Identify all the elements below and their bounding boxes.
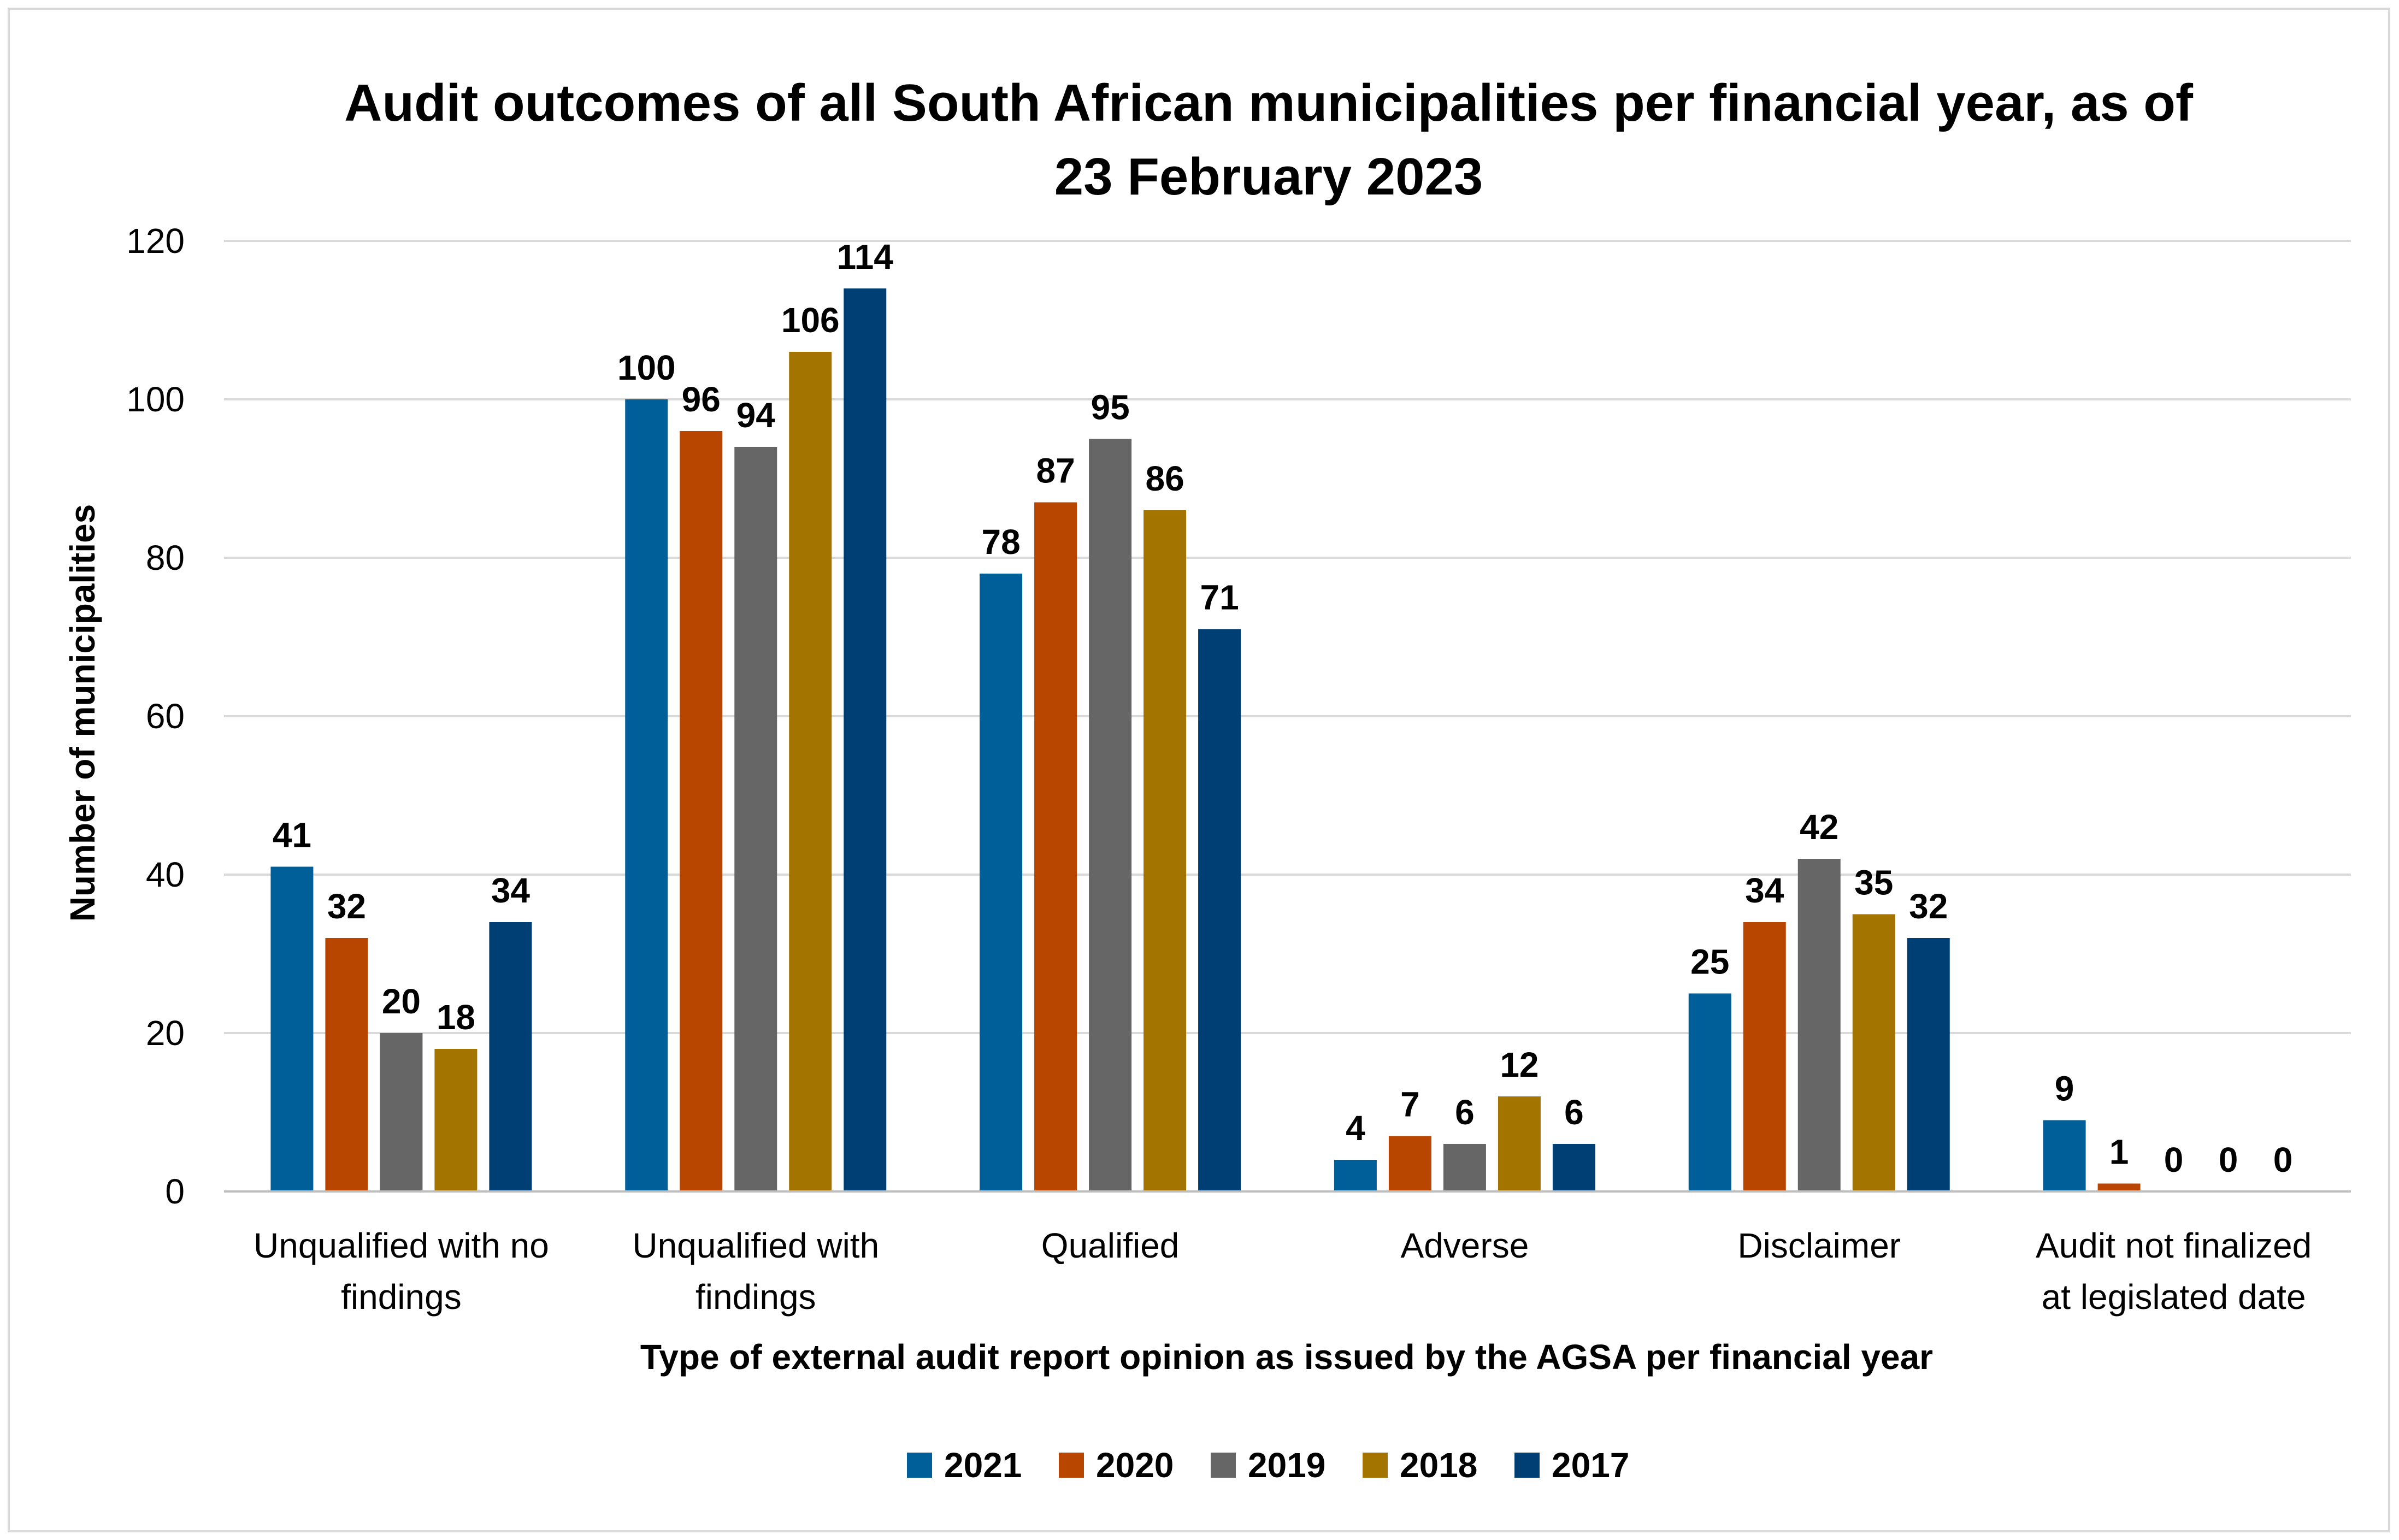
- data-label-2018-2: 86: [1145, 459, 1184, 498]
- y-tick-label: 80: [146, 538, 185, 577]
- data-label-2019-0: 20: [382, 982, 421, 1021]
- bar-2018-1: [789, 352, 832, 1191]
- y-tick-label: 0: [165, 1172, 185, 1211]
- bar-2018-3: [1498, 1096, 1541, 1191]
- bar-2017-0: [489, 922, 532, 1191]
- y-axis-tick-labels: 0 20 40 60 80 100 120: [126, 221, 185, 1211]
- x-axis-title: Type of external audit report opinion as…: [640, 1337, 1933, 1377]
- y-tick-label: 20: [146, 1013, 185, 1053]
- x-category-label: Unqualified with: [632, 1226, 879, 1265]
- x-category-label: findings: [695, 1277, 816, 1317]
- bar-2019-1: [734, 447, 777, 1191]
- y-tick-label: 60: [146, 697, 185, 736]
- chart-title: Audit outcomes of all South African muni…: [344, 74, 2194, 206]
- bar-2018-0: [434, 1049, 478, 1191]
- x-axis-category-labels: Unqualified with no findings Unqualified w…: [254, 1226, 2312, 1317]
- data-label-2021-3: 4: [1346, 1108, 1365, 1148]
- legend-label-2021: 2021: [944, 1445, 1022, 1485]
- x-category-label: Unqualified with no: [254, 1226, 549, 1265]
- bar-2018-4: [1852, 914, 1895, 1191]
- data-label-2017-1: 114: [837, 237, 894, 276]
- y-tick-label: 120: [126, 221, 185, 261]
- bar-2021-3: [1334, 1160, 1377, 1191]
- legend-label-2017: 2017: [1552, 1445, 1629, 1485]
- data-label-2021-5: 9: [2055, 1069, 2074, 1108]
- legend-label-2018: 2018: [1400, 1445, 1477, 1485]
- data-label-2018-0: 18: [437, 998, 475, 1037]
- bar-2017-4: [1907, 938, 1950, 1191]
- data-label-2019-5: 0: [2164, 1140, 2184, 1179]
- data-label-2020-1: 96: [682, 380, 721, 419]
- bar-2018-2: [1143, 510, 1187, 1191]
- data-label-2020-4: 34: [1745, 871, 1784, 910]
- bars: [270, 288, 2141, 1191]
- data-label-2021-2: 78: [981, 522, 1020, 562]
- chart-title-line-2: 23 February 2023: [1054, 147, 1483, 206]
- chart-title-line-1: Audit outcomes of all South African muni…: [344, 74, 2194, 132]
- data-label-2019-1: 94: [736, 396, 776, 435]
- data-label-2018-3: 12: [1500, 1045, 1539, 1084]
- bar-2021-1: [625, 399, 668, 1191]
- bar-2017-2: [1198, 629, 1241, 1191]
- data-label-2021-0: 41: [273, 816, 311, 855]
- data-label-2021-4: 25: [1690, 942, 1729, 982]
- bar-2019-3: [1443, 1144, 1486, 1191]
- data-label-2018-4: 35: [1854, 863, 1893, 902]
- bar-2021-5: [2043, 1120, 2086, 1191]
- data-label-2018-5: 0: [2219, 1140, 2238, 1179]
- y-axis-title: Number of municipalities: [63, 504, 102, 922]
- x-category-label: Disclaimer: [1737, 1226, 1901, 1265]
- legend-label-2019: 2019: [1248, 1445, 1325, 1485]
- legend-swatch-2019: [1211, 1453, 1236, 1478]
- bar-2020-4: [1743, 922, 1786, 1191]
- gridlines: [224, 240, 2351, 1034]
- data-label-2020-3: 7: [1400, 1085, 1420, 1124]
- data-label-2018-1: 106: [781, 300, 840, 340]
- x-category-label: findings: [341, 1277, 462, 1317]
- bar-2017-3: [1552, 1144, 1595, 1191]
- legend-swatch-2021: [907, 1453, 932, 1478]
- data-label-2017-0: 34: [491, 871, 531, 910]
- data-label-2017-3: 6: [1564, 1093, 1584, 1132]
- bar-2017-1: [844, 288, 887, 1191]
- data-label-2019-4: 42: [1800, 807, 1838, 847]
- bar-2019-4: [1797, 859, 1841, 1191]
- data-label-2019-2: 95: [1091, 388, 1129, 427]
- bar-2020-3: [1388, 1136, 1431, 1191]
- data-label-2017-4: 32: [1909, 887, 1948, 926]
- bar-2019-0: [380, 1033, 423, 1191]
- bar-2020-5: [2097, 1183, 2141, 1191]
- bar-2020-1: [680, 431, 723, 1191]
- y-tick-label: 40: [146, 855, 185, 894]
- legend: 2021 2020 2019 2018 2017: [907, 1445, 1629, 1485]
- data-label-2019-3: 6: [1455, 1093, 1475, 1132]
- bar-2019-2: [1089, 439, 1132, 1191]
- legend-swatch-2018: [1363, 1453, 1388, 1478]
- bar-2020-0: [325, 938, 368, 1191]
- data-label-2017-5: 0: [2273, 1140, 2293, 1179]
- legend-swatch-2017: [1514, 1453, 1540, 1478]
- bar-2021-4: [1688, 993, 1731, 1191]
- x-category-label: at legislated date: [2042, 1277, 2306, 1317]
- x-category-label: Audit not finalized: [2036, 1226, 2312, 1265]
- data-label-2020-5: 1: [2109, 1132, 2129, 1172]
- data-label-2020-0: 32: [327, 887, 366, 926]
- x-category-label: Qualified: [1041, 1226, 1180, 1265]
- data-label-2017-2: 71: [1200, 578, 1239, 617]
- bar-2021-2: [980, 574, 1023, 1191]
- legend-swatch-2020: [1059, 1453, 1084, 1478]
- data-label-2020-2: 87: [1036, 451, 1075, 491]
- bar-2020-2: [1034, 502, 1077, 1191]
- x-category-label: Adverse: [1401, 1226, 1529, 1265]
- bar-2021-0: [270, 866, 314, 1191]
- legend-label-2020: 2020: [1096, 1445, 1174, 1485]
- y-tick-label: 100: [126, 380, 185, 419]
- data-label-2021-1: 100: [617, 348, 676, 387]
